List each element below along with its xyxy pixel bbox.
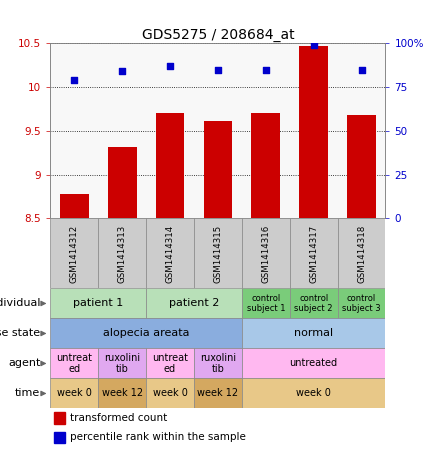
Text: GSM1414315: GSM1414315	[213, 224, 223, 283]
Text: percentile rank within the sample: percentile rank within the sample	[71, 432, 246, 442]
Text: control
subject 1: control subject 1	[247, 294, 285, 313]
Text: transformed count: transformed count	[71, 413, 168, 423]
Bar	[54, 413, 65, 424]
Bar	[299, 46, 328, 218]
Text: GSM1414314: GSM1414314	[166, 224, 174, 283]
Text: GSM1414313: GSM1414313	[118, 224, 127, 283]
Text: GSM1414312: GSM1414312	[70, 224, 79, 283]
Bar	[338, 289, 385, 318]
Text: week 0: week 0	[296, 389, 331, 399]
Point	[71, 77, 78, 84]
Text: GSM1414318: GSM1414318	[357, 224, 366, 283]
Text: disease state: disease state	[0, 328, 40, 338]
Bar	[155, 113, 184, 218]
Text: GSM1414317: GSM1414317	[309, 224, 318, 283]
Text: week 12: week 12	[102, 389, 143, 399]
Bar	[108, 147, 137, 218]
Bar	[98, 378, 146, 409]
Text: week 12: week 12	[198, 389, 238, 399]
Bar	[146, 378, 194, 409]
Bar	[146, 218, 194, 289]
Text: week 0: week 0	[152, 389, 187, 399]
Text: ruxolini
tib: ruxolini tib	[104, 353, 140, 374]
Point	[262, 66, 269, 73]
Bar	[251, 113, 280, 218]
Bar	[347, 115, 376, 218]
Text: normal: normal	[294, 328, 333, 338]
Text: agent: agent	[8, 358, 40, 368]
Text: patient 1: patient 1	[73, 299, 124, 308]
Text: ruxolini
tib: ruxolini tib	[200, 353, 236, 374]
Text: control
subject 3: control subject 3	[342, 294, 381, 313]
Bar	[54, 432, 65, 443]
Text: alopecia areata: alopecia areata	[103, 328, 189, 338]
Bar	[290, 289, 338, 318]
Point	[358, 66, 365, 73]
Bar	[242, 348, 385, 378]
Bar	[194, 348, 242, 378]
Bar	[242, 289, 290, 318]
Bar	[50, 218, 98, 289]
Bar	[242, 378, 385, 409]
Bar	[50, 378, 98, 409]
Text: time: time	[15, 389, 40, 399]
Bar	[98, 348, 146, 378]
Text: control
subject 2: control subject 2	[294, 294, 333, 313]
Text: week 0: week 0	[57, 389, 92, 399]
Text: GSM1414316: GSM1414316	[261, 224, 270, 283]
Text: untreated: untreated	[290, 358, 338, 368]
Bar	[242, 218, 290, 289]
Bar	[146, 348, 194, 378]
Bar	[50, 289, 146, 318]
Text: untreat
ed: untreat ed	[57, 353, 92, 374]
Title: GDS5275 / 208684_at: GDS5275 / 208684_at	[141, 29, 294, 43]
Point	[310, 42, 317, 49]
Bar	[98, 218, 146, 289]
Point	[166, 63, 173, 70]
Bar	[50, 318, 242, 348]
Bar	[204, 121, 232, 218]
Bar	[290, 218, 338, 289]
Bar	[242, 318, 385, 348]
Point	[119, 68, 126, 75]
Text: patient 2: patient 2	[169, 299, 219, 308]
Bar	[338, 218, 385, 289]
Text: individual: individual	[0, 299, 40, 308]
Text: untreat
ed: untreat ed	[152, 353, 188, 374]
Bar	[194, 218, 242, 289]
Bar	[194, 378, 242, 409]
Bar	[50, 348, 98, 378]
Bar	[146, 289, 242, 318]
Bar	[60, 194, 88, 218]
Point	[214, 66, 221, 73]
